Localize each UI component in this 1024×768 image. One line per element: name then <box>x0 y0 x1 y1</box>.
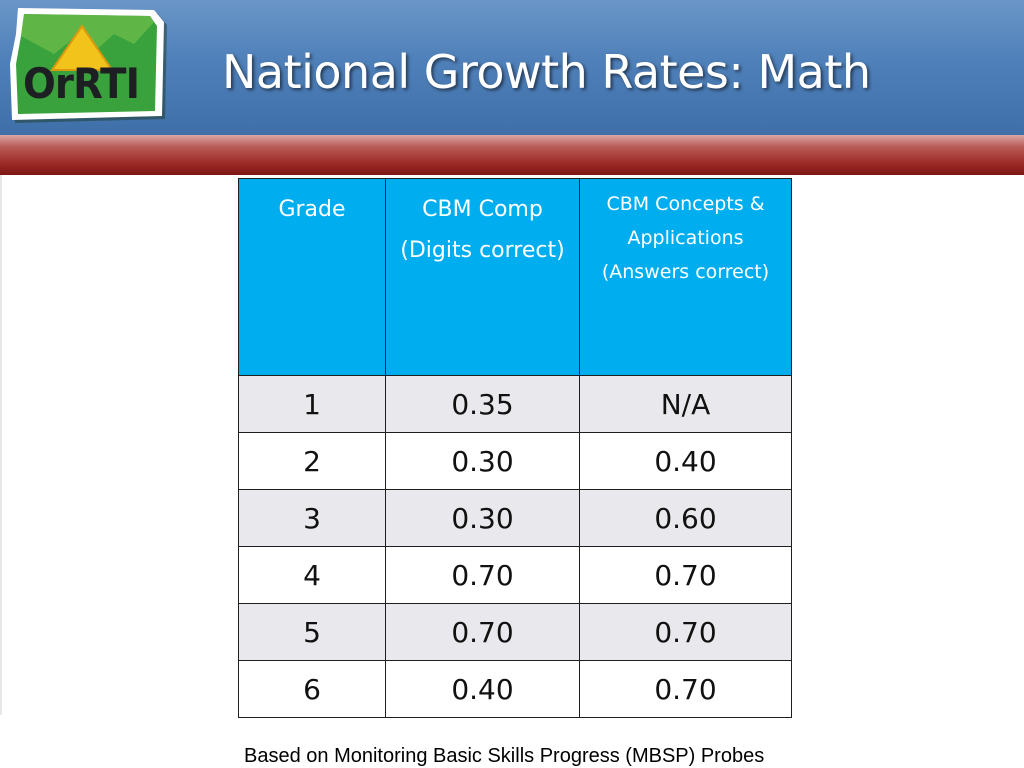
footnote: Based on Monitoring Basic Skills Progres… <box>244 745 765 767</box>
oregon-map-icon <box>10 8 167 123</box>
cell-grade: 3 <box>238 489 386 547</box>
header-cbm-comp: CBM Comp (Digits correct) <box>385 178 580 376</box>
header-bar <box>0 0 1024 135</box>
header-grade: Grade <box>238 178 386 376</box>
header-cbm-concepts: CBM Concepts & Applications (Answers cor… <box>579 178 792 376</box>
header-cbm-concepts-label: CBM Concepts & Applications (Answers cor… <box>601 193 770 283</box>
table-row: 5 0.70 0.70 <box>238 603 792 661</box>
cell-comp: 0.70 <box>385 546 580 604</box>
header-grade-label: Grade <box>278 197 346 222</box>
header-accent-band <box>0 135 1024 175</box>
cell-grade: 5 <box>238 603 386 661</box>
orrti-logo: OrRTI <box>4 4 172 126</box>
cell-grade: 1 <box>238 375 386 433</box>
header-cbm-comp-label: CBM Comp (Digits correct) <box>400 197 565 263</box>
cell-comp: 0.40 <box>385 660 580 718</box>
table-row: 1 0.35 N/A <box>238 375 792 433</box>
growth-rates-table-wrap: Grade CBM Comp (Digits correct) CBM Conc… <box>238 178 792 718</box>
cell-concepts: 0.40 <box>579 432 792 490</box>
left-border-line <box>0 175 2 715</box>
cell-grade: 2 <box>238 432 386 490</box>
cell-concepts: 0.70 <box>579 546 792 604</box>
cell-comp: 0.70 <box>385 603 580 661</box>
table-row: 6 0.40 0.70 <box>238 660 792 718</box>
cell-comp: 0.35 <box>385 375 580 433</box>
cell-concepts: 0.70 <box>579 660 792 718</box>
table-row: 4 0.70 0.70 <box>238 546 792 604</box>
growth-rates-table: Grade CBM Comp (Digits correct) CBM Conc… <box>238 178 792 718</box>
table-header-row: Grade CBM Comp (Digits correct) CBM Conc… <box>238 178 792 376</box>
table-row: 2 0.30 0.40 <box>238 432 792 490</box>
cell-concepts: 0.60 <box>579 489 792 547</box>
cell-grade: 4 <box>238 546 386 604</box>
cell-concepts: 0.70 <box>579 603 792 661</box>
cell-comp: 0.30 <box>385 489 580 547</box>
cell-grade: 6 <box>238 660 386 718</box>
slide-title: National Growth Rates: Math <box>222 45 871 99</box>
cell-comp: 0.30 <box>385 432 580 490</box>
cell-concepts: N/A <box>579 375 792 433</box>
logo-text: OrRTI <box>23 59 140 108</box>
table-row: 3 0.30 0.60 <box>238 489 792 547</box>
